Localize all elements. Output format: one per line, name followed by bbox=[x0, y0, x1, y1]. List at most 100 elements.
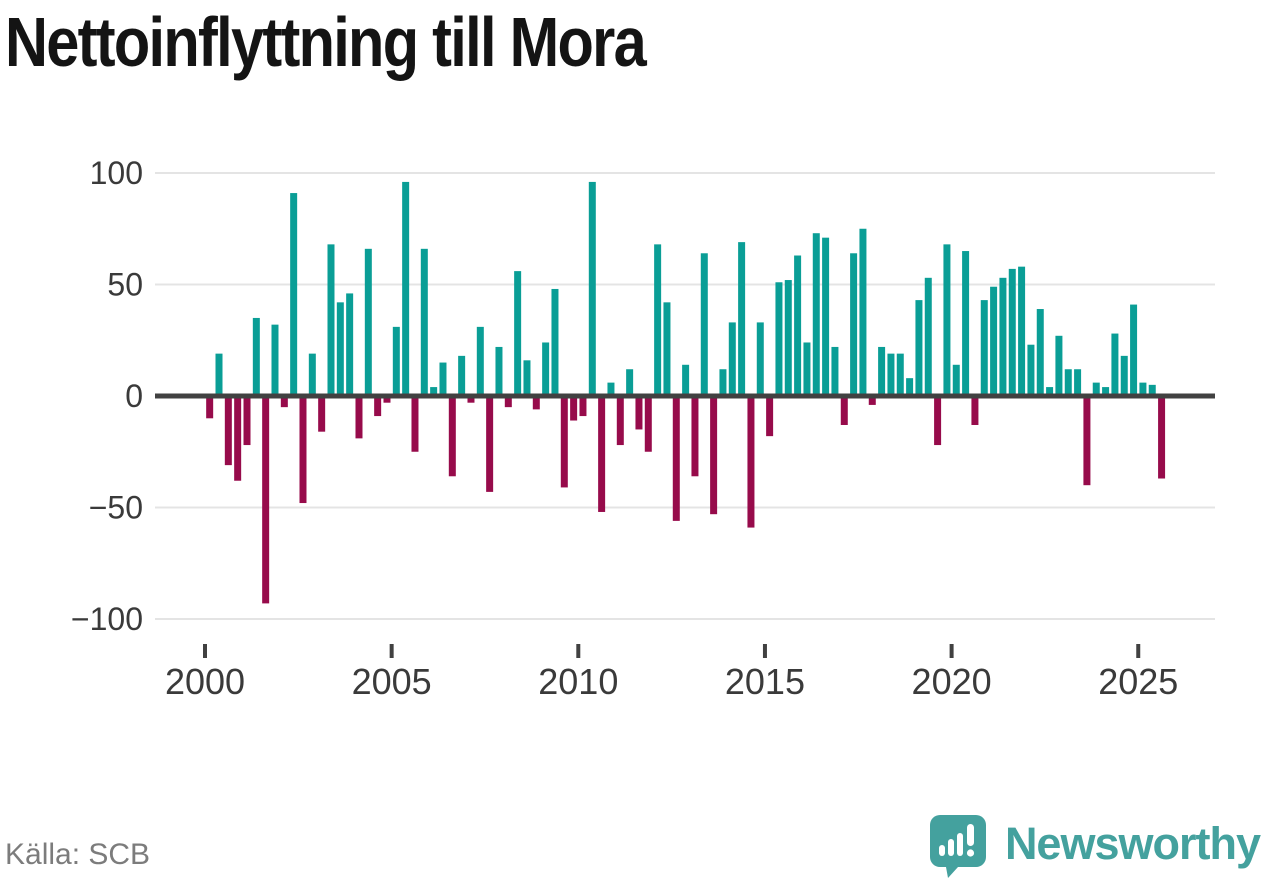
bar-2007Q4 bbox=[495, 346, 503, 396]
x-axis-tick-label: 2000 bbox=[165, 661, 245, 702]
bar-2014Q3 bbox=[747, 396, 755, 528]
bar-2021Q1 bbox=[990, 286, 998, 396]
bar-2008Q4 bbox=[532, 396, 540, 410]
bar-2007Q3 bbox=[486, 396, 494, 492]
bar-2022Q1 bbox=[1027, 344, 1035, 396]
bar-2000Q1 bbox=[206, 396, 214, 419]
bar-2006Q4 bbox=[458, 355, 466, 396]
bar-2004Q1 bbox=[355, 396, 363, 439]
bar-2012Q1 bbox=[654, 244, 662, 396]
bar-2025Q3 bbox=[1158, 396, 1166, 479]
bar-2021Q3 bbox=[1008, 268, 1016, 396]
bar-2015Q3 bbox=[784, 280, 792, 396]
bar-2008Q2 bbox=[514, 271, 522, 396]
bar-2022Q3 bbox=[1046, 387, 1054, 396]
bar-2024Q4 bbox=[1130, 304, 1138, 396]
bar-2018Q4 bbox=[906, 378, 914, 396]
bar-2012Q2 bbox=[663, 302, 671, 396]
bar-2002Q3 bbox=[299, 396, 307, 504]
bar-2018Q3 bbox=[896, 353, 904, 396]
x-axis-tick-label: 2025 bbox=[1098, 661, 1178, 702]
bar-2013Q3 bbox=[710, 396, 718, 515]
bar-2016Q1 bbox=[803, 342, 811, 396]
bar-2015Q4 bbox=[794, 255, 802, 396]
bar-2015Q2 bbox=[775, 282, 783, 396]
bar-2003Q4 bbox=[346, 293, 354, 396]
mini-bar-2 bbox=[947, 839, 954, 856]
bar-2015Q1 bbox=[766, 396, 774, 437]
bar-2004Q3 bbox=[374, 396, 382, 417]
bar-2023Q3 bbox=[1083, 396, 1091, 486]
bar-2018Q2 bbox=[887, 353, 895, 396]
mini-bar-1 bbox=[938, 845, 945, 856]
bar-2016Q3 bbox=[822, 237, 830, 396]
bar-2009Q3 bbox=[560, 396, 568, 488]
bar-2004Q2 bbox=[364, 248, 372, 396]
bar-2014Q4 bbox=[756, 322, 764, 396]
bar-2003Q3 bbox=[336, 302, 344, 396]
bar-2017Q4 bbox=[868, 396, 876, 405]
bar-2007Q2 bbox=[476, 326, 484, 396]
bar-2017Q2 bbox=[850, 253, 858, 396]
bar-2011Q3 bbox=[635, 396, 643, 430]
bar-2009Q4 bbox=[570, 396, 578, 421]
bar-2025Q2 bbox=[1148, 384, 1156, 396]
bar-2019Q1 bbox=[915, 300, 923, 396]
bar-2002Q1 bbox=[280, 396, 288, 408]
bar-2019Q4 bbox=[943, 244, 951, 396]
bar-2009Q2 bbox=[551, 288, 559, 396]
bar-2003Q2 bbox=[327, 244, 335, 396]
bar-2020Q1 bbox=[952, 364, 960, 396]
bar-2014Q1 bbox=[728, 322, 736, 396]
bar-2008Q3 bbox=[523, 360, 531, 396]
brand-footer: Newsworthy bbox=[927, 812, 1261, 878]
newsworthy-bubble-chart-icon bbox=[929, 815, 986, 878]
bar-2022Q4 bbox=[1055, 335, 1063, 396]
y-axis-tick-label: 0 bbox=[125, 378, 143, 414]
bar-2001Q4 bbox=[271, 324, 279, 396]
bar-2003Q1 bbox=[318, 396, 326, 432]
bar-2005Q4 bbox=[420, 248, 428, 396]
x-axis-tick-label: 2015 bbox=[725, 661, 805, 702]
bar-2000Q2 bbox=[215, 353, 223, 396]
bar-2017Q3 bbox=[859, 228, 867, 396]
bar-2025Q1 bbox=[1139, 382, 1147, 396]
bar-2019Q2 bbox=[924, 277, 932, 396]
bar-2004Q4 bbox=[383, 396, 391, 403]
bar-chart: 100 50 0 −50 −100 2000 2005 2010 2015 2020 2025 bbox=[71, 155, 1215, 702]
bar-2017Q1 bbox=[840, 396, 848, 425]
bar-2006Q2 bbox=[439, 362, 447, 396]
bar-2002Q2 bbox=[290, 193, 298, 396]
source-label: Källa: SCB bbox=[5, 838, 151, 871]
bar-2016Q2 bbox=[812, 233, 820, 396]
bar-2024Q1 bbox=[1102, 387, 1110, 396]
bar-2010Q3 bbox=[598, 396, 606, 512]
bar-2001Q1 bbox=[243, 396, 251, 446]
bar-2009Q1 bbox=[542, 342, 550, 396]
bar-2023Q1 bbox=[1064, 369, 1072, 396]
bar-2021Q2 bbox=[999, 277, 1007, 396]
bar-2001Q2 bbox=[252, 317, 260, 396]
exclamation-dot bbox=[966, 849, 975, 857]
bar-2020Q3 bbox=[971, 396, 979, 425]
mini-bar-3 bbox=[956, 833, 963, 856]
bar-2020Q4 bbox=[980, 300, 988, 396]
bar-2002Q4 bbox=[308, 353, 316, 396]
bar-2024Q2 bbox=[1111, 333, 1119, 396]
bar-2016Q4 bbox=[831, 346, 839, 396]
y-axis-tick-label: −100 bbox=[71, 601, 143, 637]
exclamation-bar bbox=[966, 824, 974, 846]
bar-2023Q4 bbox=[1092, 382, 1100, 396]
brand-wordmark: Newsworthy bbox=[1004, 818, 1261, 869]
bar-2000Q3 bbox=[224, 396, 232, 466]
bar-2023Q2 bbox=[1074, 369, 1082, 396]
bar-2010Q2 bbox=[588, 181, 596, 396]
bar-2014Q2 bbox=[738, 242, 746, 396]
x-axis-tick-label: 2010 bbox=[538, 661, 618, 702]
bar-2020Q2 bbox=[962, 251, 970, 396]
bar-2011Q1 bbox=[616, 396, 624, 446]
bar-2010Q4 bbox=[607, 382, 615, 396]
y-axis-tick-label: 100 bbox=[90, 155, 143, 191]
bar-2010Q1 bbox=[579, 396, 587, 417]
bar-2012Q3 bbox=[672, 396, 680, 521]
